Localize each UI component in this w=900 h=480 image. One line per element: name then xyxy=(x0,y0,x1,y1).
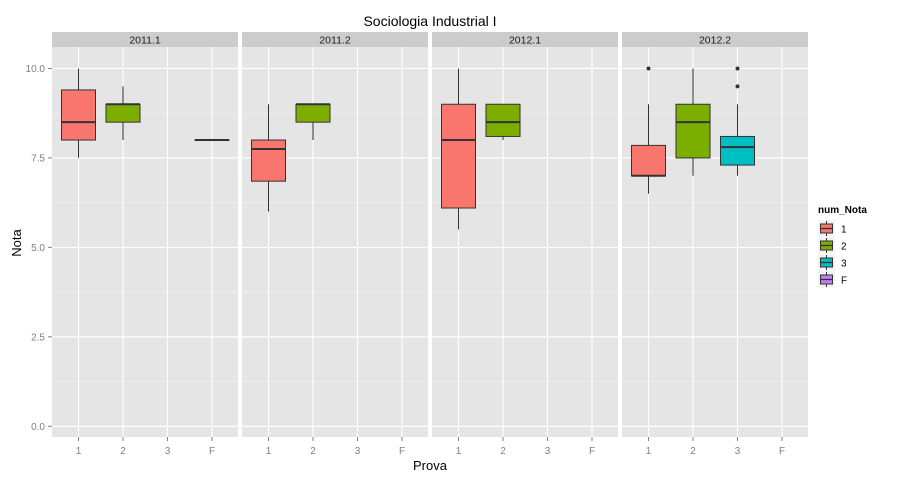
facet-strip-label: 2011.2 xyxy=(319,35,350,47)
facet-panel-2: 2012.1 1 2 3 F xyxy=(432,32,618,457)
facet-panel-0: 2011.1 1 2 3 F xyxy=(52,32,238,457)
x-tick-label: 1 xyxy=(456,446,462,457)
x-tick-label: F xyxy=(209,446,215,457)
box-2011.1-F xyxy=(194,139,230,142)
x-tick-label: 2 xyxy=(310,446,316,457)
box-2011.2-2 xyxy=(295,103,331,141)
facet-strip xyxy=(242,32,428,47)
legend-entry-1: 1 xyxy=(817,219,847,238)
y-tick-label: 10.0 xyxy=(26,64,46,75)
legend-entry-3: 3 xyxy=(817,253,847,272)
box-body xyxy=(720,135,755,166)
box-body xyxy=(485,103,521,137)
x-tick-label: F xyxy=(399,446,405,457)
panel-background xyxy=(622,47,808,437)
box-body xyxy=(295,103,331,123)
box-body xyxy=(105,103,141,123)
legend-entry-F: F xyxy=(817,270,847,289)
x-tick-label: 2 xyxy=(120,446,126,457)
box-body xyxy=(251,139,286,182)
x-tick-label: F xyxy=(589,446,595,457)
x-tick-label: 2 xyxy=(690,446,696,457)
facet-panels: 2011.1 1 2 3 F 2011.2 1 2 3 F 2012.1 1 2 3 F 2012.2 1 2 3 F… xyxy=(26,32,808,457)
box-body xyxy=(675,103,711,159)
panel-background xyxy=(242,47,428,437)
legend-label: 3 xyxy=(841,259,847,270)
box-2011.2-1 xyxy=(251,104,286,212)
facet-strip-label: 2012.2 xyxy=(699,35,731,47)
x-tick-label: 3 xyxy=(735,446,741,457)
box-2012.1-1 xyxy=(441,68,476,230)
y-tick-label: 5.0 xyxy=(31,243,45,254)
x-tick-label: 1 xyxy=(646,446,652,457)
facet-strip-label: 2012.1 xyxy=(509,35,541,47)
x-tick-label: F xyxy=(779,446,785,457)
x-tick-label: 3 xyxy=(545,446,551,457)
box-2011.1-2 xyxy=(105,86,141,141)
y-tick-label: 2.5 xyxy=(31,332,45,343)
facet-strip xyxy=(432,32,618,47)
outlier-point xyxy=(646,66,651,71)
facet-strip-label: 2011.1 xyxy=(129,35,160,47)
box-body xyxy=(631,144,666,177)
facet-strip xyxy=(622,32,808,47)
x-tick-label: 1 xyxy=(266,446,272,457)
y-tick-label: 7.5 xyxy=(31,153,45,164)
x-tick-label: 3 xyxy=(165,446,171,457)
box-2012.2-3 xyxy=(720,66,755,176)
x-tick-label: 2 xyxy=(500,446,506,457)
outlier-point xyxy=(735,66,740,71)
box-2011.1-1 xyxy=(61,68,96,158)
x-tick-label: 3 xyxy=(355,446,361,457)
box-2012.1-2 xyxy=(485,103,521,141)
facet-panel-3: 2012.2 1 2 3 F xyxy=(622,32,808,457)
box-2012.2-1 xyxy=(631,66,666,194)
facet-panel-1: 2011.2 1 2 3 F xyxy=(242,32,428,457)
box-2012.2-2 xyxy=(675,68,711,176)
chart-title: Sociologia Industrial I xyxy=(363,13,496,29)
outlier-point xyxy=(735,84,740,89)
y-axis-label: Nota xyxy=(9,229,24,257)
legend: num_Nota 1 2 3 F xyxy=(817,205,867,289)
legend-label: 1 xyxy=(841,225,847,236)
legend-label: 2 xyxy=(841,242,847,253)
box-body xyxy=(61,89,96,141)
legend-entry-2: 2 xyxy=(817,236,847,255)
legend-label: F xyxy=(841,276,847,287)
x-tick-label: 1 xyxy=(76,446,82,457)
legend-title: num_Nota xyxy=(818,205,867,216)
y-tick-label: 0.0 xyxy=(31,422,45,433)
x-axis-label: Prova xyxy=(413,458,448,473)
box-body xyxy=(441,103,476,209)
facet-strip xyxy=(52,32,238,47)
